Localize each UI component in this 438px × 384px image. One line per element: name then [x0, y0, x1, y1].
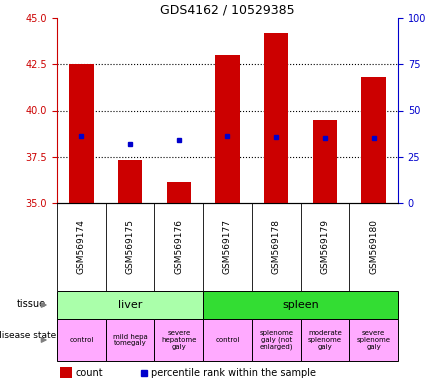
- Bar: [215, 55, 240, 203]
- Text: disease state: disease state: [0, 331, 56, 340]
- Text: GSM569177: GSM569177: [223, 220, 232, 275]
- Text: count: count: [76, 367, 103, 377]
- Text: moderate
splenome
galy: moderate splenome galy: [308, 330, 342, 350]
- Bar: [69, 64, 94, 203]
- Bar: [166, 182, 191, 203]
- Text: percentile rank within the sample: percentile rank within the sample: [151, 367, 316, 377]
- Text: GSM569179: GSM569179: [321, 220, 329, 275]
- Bar: [361, 77, 386, 203]
- Title: GDS4162 / 10529385: GDS4162 / 10529385: [160, 4, 295, 17]
- Text: severe
splenome
galy: severe splenome galy: [357, 330, 391, 350]
- Bar: [203, 291, 398, 319]
- Bar: [252, 319, 300, 361]
- Text: GSM569176: GSM569176: [174, 220, 183, 275]
- Text: liver: liver: [118, 300, 142, 310]
- Bar: [106, 319, 155, 361]
- Text: splenome
galy (not
enlarged): splenome galy (not enlarged): [259, 329, 293, 351]
- Text: tissue: tissue: [17, 299, 46, 309]
- Text: severe
hepatome
galy: severe hepatome galy: [161, 330, 197, 350]
- Bar: [57, 319, 106, 361]
- Bar: [203, 319, 252, 361]
- Text: GSM569180: GSM569180: [369, 220, 378, 275]
- Text: control: control: [69, 337, 94, 343]
- Text: mild hepa
tomegaly: mild hepa tomegaly: [113, 333, 148, 346]
- Bar: [300, 319, 349, 361]
- Text: GSM569175: GSM569175: [126, 220, 134, 275]
- Bar: [60, 367, 72, 378]
- Text: spleen: spleen: [282, 300, 319, 310]
- Bar: [57, 291, 203, 319]
- Text: GSM569174: GSM569174: [77, 220, 86, 275]
- Bar: [264, 33, 288, 203]
- Bar: [155, 319, 203, 361]
- Text: control: control: [215, 337, 240, 343]
- Bar: [118, 161, 142, 203]
- Text: GSM569178: GSM569178: [272, 220, 281, 275]
- Bar: [313, 120, 337, 203]
- Bar: [349, 319, 398, 361]
